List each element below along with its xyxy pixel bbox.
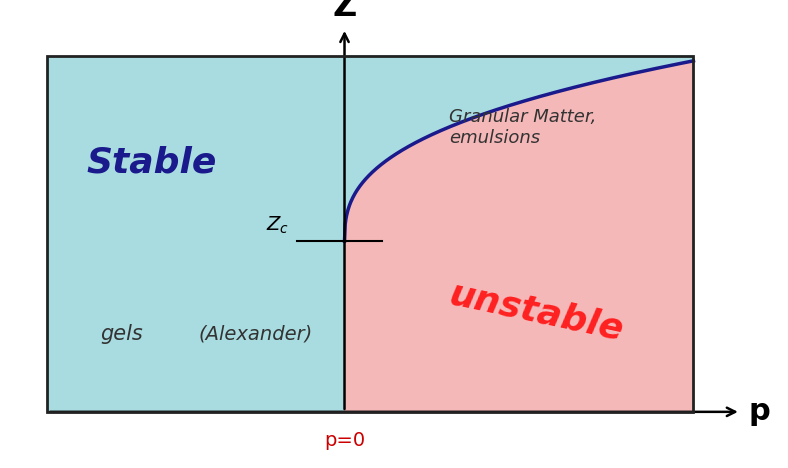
Text: p: p [749,397,771,426]
Text: Stable: Stable [86,146,217,180]
Text: Granular Matter,
emulsions: Granular Matter, emulsions [449,108,597,146]
Bar [344,56,693,412]
Bar [47,56,693,412]
Polygon shape [344,56,693,241]
Polygon shape [344,61,693,412]
Text: unstable: unstable [446,277,626,347]
Bar [47,56,344,412]
Text: gels: gels [100,323,143,344]
Text: $Z_c$: $Z_c$ [266,215,289,236]
Text: p=0: p=0 [324,431,365,450]
Text: Z: Z [333,0,357,23]
Text: (Alexander): (Alexander) [199,324,313,343]
